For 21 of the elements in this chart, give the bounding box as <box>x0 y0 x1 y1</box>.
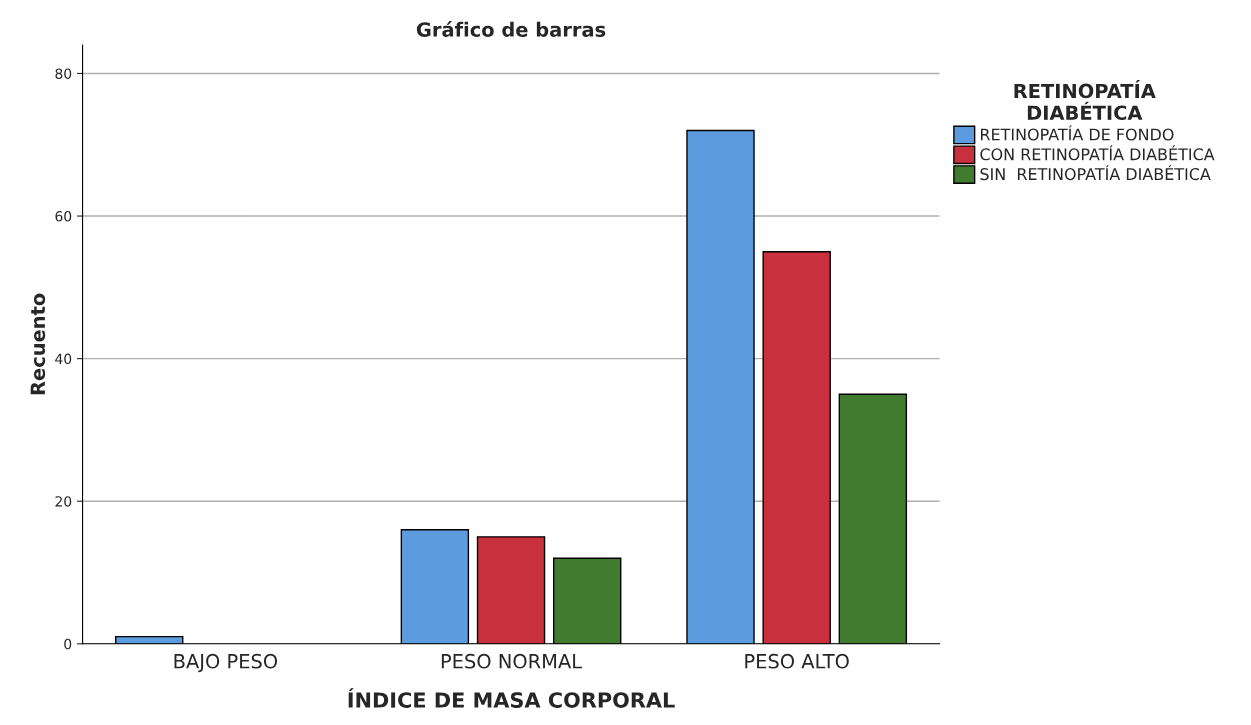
bar <box>552 557 622 644</box>
legend-title: RETINOPATÍA DIABÉTICA <box>1014 80 1156 121</box>
y-tick-label: 60 <box>55 211 72 222</box>
x-axis-title: ÍNDICE DE MASA CORPORAL <box>348 688 675 708</box>
y-tick-label: 0 <box>64 638 72 650</box>
x-tick-label: PESO ALTO <box>745 653 849 669</box>
y-axis-title: Recuento <box>30 293 46 395</box>
bar <box>400 529 470 644</box>
chart-title: Gráfico de barras <box>416 21 606 37</box>
bar <box>476 536 546 644</box>
legend-label: RETINOPATÍA DE FONDO <box>981 125 1174 141</box>
legend-label: CON RETINOPATÍA DIABÉTICA <box>980 145 1215 161</box>
y-tick-label: 40 <box>55 353 72 365</box>
bar <box>762 251 831 644</box>
legend-label: SIN RETINOPATÍA DIABÉTICA <box>980 165 1211 181</box>
x-tick-label: PESO NORMAL <box>441 653 582 669</box>
y-tick-label: 20 <box>55 496 72 507</box>
bar <box>838 393 908 644</box>
y-tick-label: 80 <box>55 68 72 79</box>
x-tick-label: BAJO PESO <box>174 653 278 673</box>
bar <box>686 129 755 644</box>
